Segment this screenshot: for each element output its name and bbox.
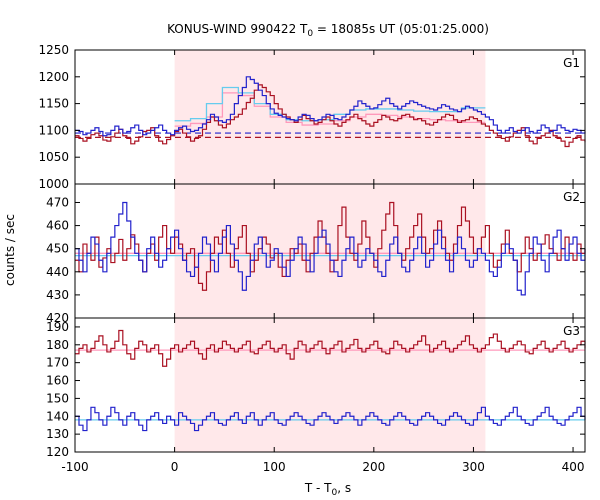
x-axis-label: T - T0, s: [304, 481, 351, 498]
panel-1-ytick-label: 1250: [38, 43, 69, 57]
panel-frames-layer: [74, 49, 586, 453]
panel-1-ytick-label: 1050: [38, 150, 69, 164]
panel-1-ytick-label: 1200: [38, 70, 69, 84]
xtick-label: 0: [171, 460, 179, 474]
panel-3-ytick-label: 180: [46, 338, 69, 352]
chart-title: KONUS-WIND 990422 T0 = 18085s UT (05:01:…: [167, 22, 489, 39]
panel-1-fit-1: [174, 92, 486, 127]
panel-3-ytick-label: 140: [46, 409, 69, 423]
panel-2-ytick-label: 430: [46, 288, 69, 302]
panel-2-series-2: [75, 201, 586, 296]
panel-3-series-1: [75, 329, 586, 367]
x-axis-label-rest: , s: [337, 481, 351, 495]
x-axis-label-subscript: 0: [332, 488, 338, 498]
panel-3-ytick-label: 130: [46, 427, 69, 441]
panel-1-series-1: [75, 84, 586, 148]
panel-3-series-2: [75, 406, 586, 432]
panel-3-ytick-label: 170: [46, 356, 69, 370]
panel-3-frame: [74, 317, 586, 453]
panel-1-ytick-label: 1150: [38, 97, 69, 111]
panel-1-ytick-label: 1100: [38, 123, 69, 137]
y-axis-label: counts / sec: [3, 214, 17, 286]
panel-3-ytick-label: 150: [46, 391, 69, 405]
chart-title-subscript: 0: [307, 29, 313, 39]
panel-1-label: G1: [563, 56, 580, 70]
panel-3-ytick-label: 120: [46, 445, 69, 459]
panel-2-ytick-label: 450: [46, 242, 69, 256]
panel-3-ytick-label: 160: [46, 374, 69, 388]
panel-2-ytick-label: 470: [46, 195, 69, 209]
xtick-label: 100: [263, 460, 286, 474]
ticks-layer: 100010501100115012001250G142043044045046…: [38, 43, 585, 474]
panel-2-ytick-label: 440: [46, 265, 69, 279]
panel-3-ytick-label: 190: [46, 320, 69, 334]
series-layer: [75, 76, 586, 432]
panel-2-label: G2: [563, 190, 580, 204]
x-axis-label-main: T - T: [304, 481, 332, 495]
chart-title-main: KONUS-WIND 990422 T: [167, 22, 308, 36]
panel-2-ytick-label: 420: [46, 311, 69, 325]
panel-2-ytick-label: 460: [46, 219, 69, 233]
panel-1-series-2: [75, 76, 586, 137]
xtick-label: 400: [562, 460, 585, 474]
xtick-label: 200: [362, 460, 385, 474]
xtick-label: -100: [61, 460, 88, 474]
panel-3-label: G3: [563, 324, 580, 338]
panel-1-ytick-label: 1000: [38, 177, 69, 191]
chart-title-rest: = 18085s UT (05:01:25.000): [313, 22, 489, 36]
xtick-label: 300: [462, 460, 485, 474]
